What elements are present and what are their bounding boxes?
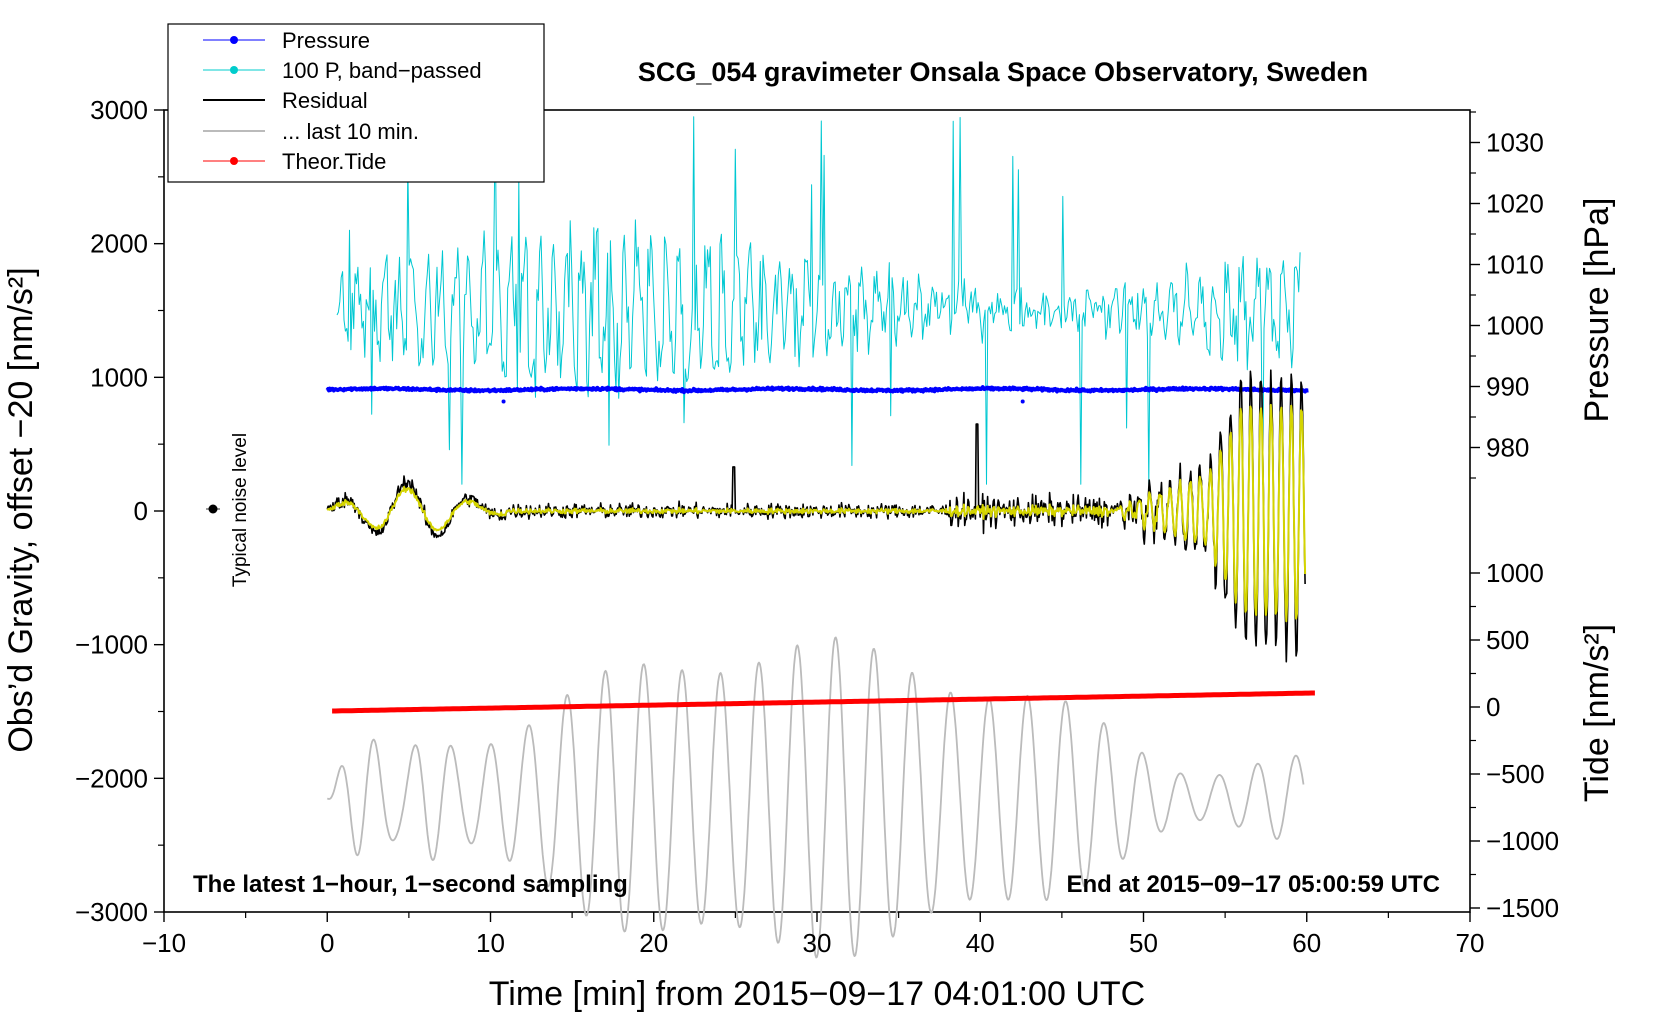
tide-tick-label: −1500 <box>1486 893 1559 923</box>
x-tick-label: 30 <box>803 928 832 958</box>
legend-pressure-label: Pressure <box>282 28 370 53</box>
y-tick-label: 1000 <box>90 362 148 392</box>
tide-tick-label: 1000 <box>1486 558 1544 588</box>
y-tick-label: 2000 <box>90 229 148 259</box>
legend-tide-dot <box>230 157 238 165</box>
pressure-tick-label: 980 <box>1486 433 1529 463</box>
x-tick-label: 50 <box>1129 928 1158 958</box>
chart-title: SCG_054 gravimeter Onsala Space Observat… <box>638 57 1368 87</box>
annotation-left: The latest 1−hour, 1−second sampling <box>193 871 628 898</box>
x-tick-label: 70 <box>1456 928 1485 958</box>
x-axis-label: Time [min] from 2015−09−17 04:01:00 UTC <box>489 975 1145 1013</box>
y-tick-label: −3000 <box>75 897 148 927</box>
residual-filtered-series <box>326 403 1307 623</box>
x-tick-label: 20 <box>639 928 668 958</box>
pressure-series <box>325 385 1310 395</box>
pressure-tick-label: 1030 <box>1486 128 1544 158</box>
pressure-outlier-dot <box>501 399 506 404</box>
y-axis-label-left: Obs’d Gravity, offset −20 [nm/s²] <box>2 267 40 752</box>
annotation-right: End at 2015−09−17 05:00:59 UTC <box>1066 871 1440 898</box>
noise-label: Typical noise level <box>230 433 251 587</box>
legend-bandpassed-dot <box>230 66 238 74</box>
y-axis-label-tide: Tide [nm/s²] <box>1578 624 1616 802</box>
y-tick-label: −2000 <box>75 763 148 793</box>
legend-pressure-dot <box>230 36 238 44</box>
tide-series <box>332 690 1315 714</box>
legend: Pressure 100 P, band−passed Residual ...… <box>167 23 545 183</box>
tide-tick-label: 500 <box>1486 625 1529 655</box>
tide-tick-label: 0 <box>1486 692 1500 722</box>
tide-tick-label: −1000 <box>1486 826 1559 856</box>
legend-last10-label: ... last 10 min. <box>282 119 419 144</box>
x-tick-label: 60 <box>1292 928 1321 958</box>
pressure-outlier-dot <box>1020 399 1025 404</box>
legend-box <box>167 23 545 183</box>
noise-level-marker <box>206 504 220 514</box>
x-tick-label: 10 <box>476 928 505 958</box>
pressure-tick-label: 1000 <box>1486 311 1544 341</box>
last10-series <box>326 636 1305 959</box>
y-axis-label-pressure: Pressure [hPa] <box>1578 198 1616 423</box>
pressure-tick-label: 1010 <box>1486 250 1544 280</box>
y-tick-label: 3000 <box>90 95 148 125</box>
y-tick-label: −1000 <box>75 630 148 660</box>
pressure-tick-label: 990 <box>1486 372 1529 402</box>
legend-tide-label: Theor.Tide <box>282 149 386 174</box>
x-tick-label: −10 <box>142 928 186 958</box>
legend-bandpassed-label: 100 P, band−passed <box>282 58 482 83</box>
tide-tick-label: −500 <box>1486 759 1545 789</box>
residual-series <box>326 369 1306 663</box>
x-tick-label: 0 <box>320 928 334 958</box>
legend-residual-label: Residual <box>282 88 368 113</box>
series-layer <box>325 116 1315 959</box>
bandpassed-series <box>336 116 1301 485</box>
tick-layer: −10 0 10 20 30 40 50 60 703000200010000−1000−200… <box>75 95 1559 958</box>
pressure-tick-label: 1020 <box>1486 189 1544 219</box>
y-tick-label: 0 <box>134 496 148 526</box>
x-tick-label: 40 <box>966 928 995 958</box>
noise-dot <box>208 504 218 514</box>
